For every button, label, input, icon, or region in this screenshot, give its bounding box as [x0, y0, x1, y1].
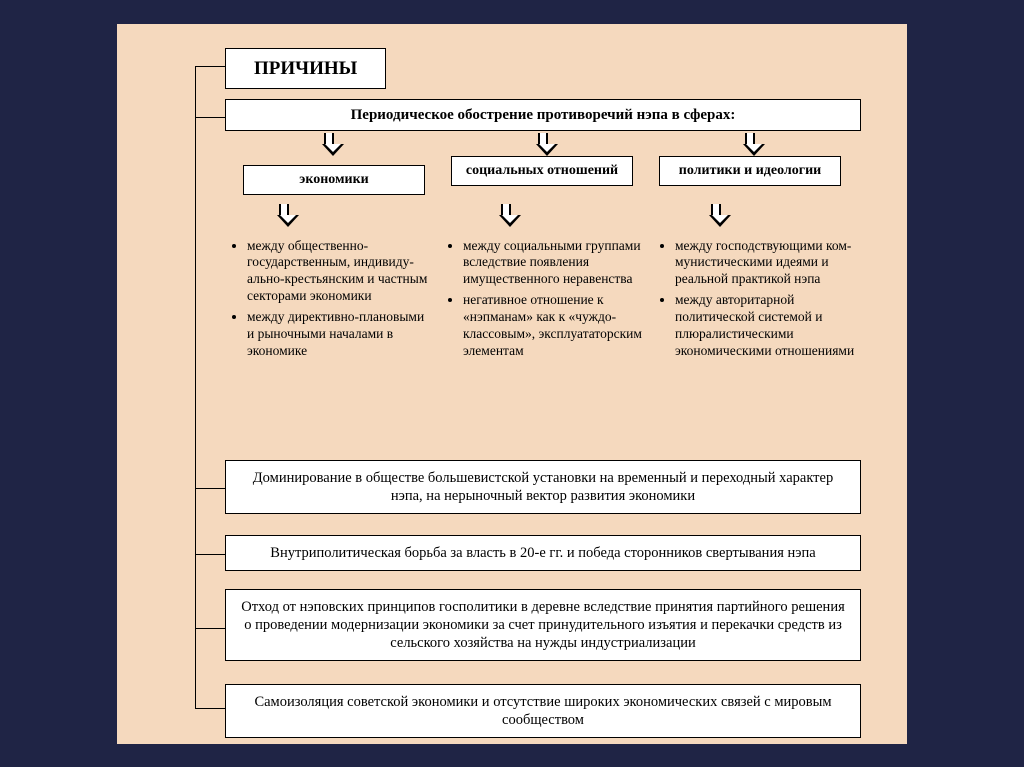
bullet-item: между господ­ствующими ком­мунистическим… — [675, 238, 861, 289]
wide-box-struggle: Внутриполитическая борьба за власть в 20… — [225, 535, 861, 571]
title-box: ПРИЧИНЫ — [225, 48, 386, 90]
connector-h — [195, 708, 225, 709]
arrow-down-icon — [499, 204, 513, 227]
wide-box-isolation: Самоизоляция советской экономики и отсут… — [225, 684, 861, 738]
connector-h — [195, 554, 225, 555]
column-head-social: социальных отношений — [451, 156, 633, 186]
wide-box-dominance: Доминирование в обществе большевистской … — [225, 460, 861, 514]
bullet-item: между социальны­ми группами вследствие п… — [463, 238, 649, 289]
connector-spine — [195, 66, 196, 708]
bullet-item: между обществен­но-государствен­ным, инд… — [247, 238, 433, 306]
connector-h — [195, 117, 225, 118]
arrow-down-icon — [709, 204, 723, 227]
column-body-social: между социальны­ми группами вследствие п… — [445, 238, 649, 364]
connector-h — [195, 628, 225, 629]
column-head-politics: политики и идеологии — [659, 156, 841, 186]
arrow-down-icon — [322, 133, 336, 156]
arrow-down-icon — [277, 204, 291, 227]
arrow-down-icon — [743, 133, 757, 156]
bullet-item: негативное отно­шение к «нэпма­нам» как … — [463, 292, 649, 360]
diagram-slide: ПРИЧИНЫ Периодическое обострение противо… — [117, 24, 907, 744]
arrow-down-icon — [536, 133, 550, 156]
wide-box-departure: Отход от нэповских принципов госполитики… — [225, 589, 861, 661]
connector-h — [195, 66, 225, 67]
column-body-politics: между господ­ствующими ком­мунистическим… — [657, 238, 861, 364]
column-body-economy: между обществен­но-государствен­ным, инд… — [229, 238, 433, 364]
bullet-item: между директив­но-плановыми и рыночными … — [247, 309, 433, 360]
connector-h — [195, 488, 225, 489]
bullet-item: между авторитар­ной политической системо… — [675, 292, 861, 360]
column-head-economy: экономики — [243, 165, 425, 195]
lead-box: Периодическое обострение противоречий нэ… — [225, 99, 861, 132]
